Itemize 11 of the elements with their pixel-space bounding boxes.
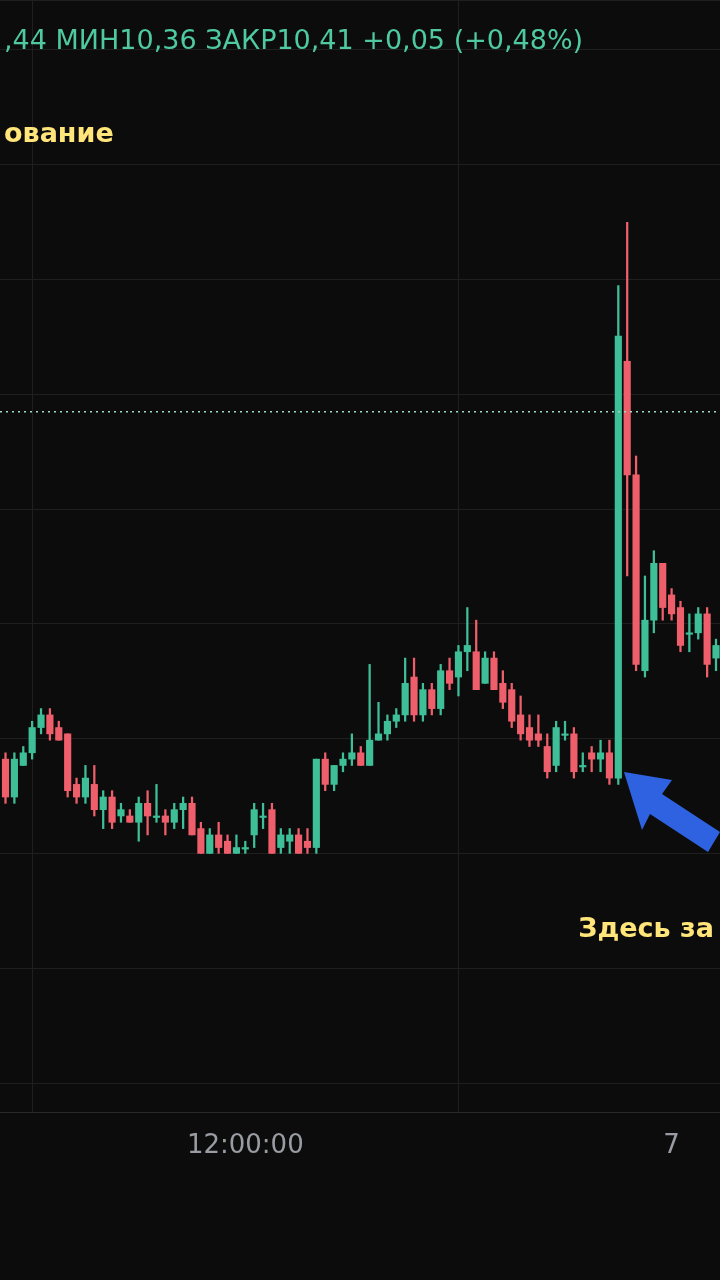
chart-subtitle: ование [4, 117, 114, 148]
candlestick [534, 714, 542, 747]
candlestick [152, 784, 161, 823]
x-tick-label: 7 [663, 1129, 680, 1160]
chart-title: ,44 МИН10,36 ЗАКР10,41 +0,05 (+0,48%) [4, 24, 584, 55]
candlestick [374, 701, 383, 741]
candlestick [596, 739, 605, 773]
text: Здесь за [578, 912, 714, 943]
candlestick [144, 790, 152, 836]
candlestick [303, 828, 312, 854]
x-tick-label: 12:00:00 [186, 1129, 304, 1160]
